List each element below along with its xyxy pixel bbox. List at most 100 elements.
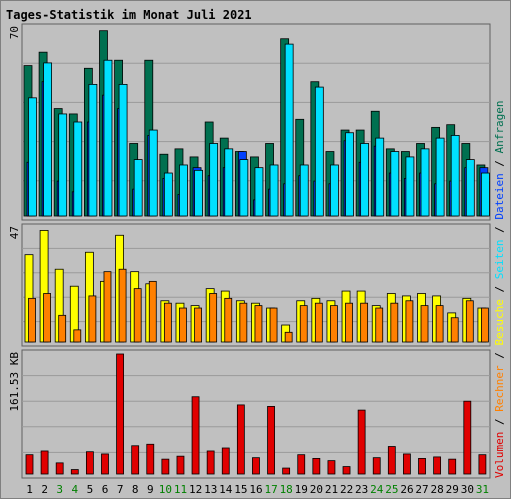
bar-seiten [28, 97, 37, 217]
bar-seiten [133, 159, 143, 217]
bar-rechner [163, 302, 172, 343]
bar-seiten [314, 86, 324, 217]
x-tick-label: 26 [400, 483, 413, 496]
bar-seiten [239, 159, 249, 217]
x-tick-label: 22 [340, 483, 353, 496]
x-tick-label: 25 [385, 483, 398, 496]
x-tick-label: 21 [325, 483, 338, 496]
x-tick-label: 12 [189, 483, 202, 496]
bar-rechner [133, 288, 142, 343]
bar-seiten [224, 148, 234, 217]
bar-volumen [101, 453, 109, 475]
bar-rechner [239, 302, 248, 343]
bar-seiten [148, 129, 158, 217]
bar-rechner [28, 297, 36, 343]
bar-volumen [448, 458, 457, 475]
x-tick-label: 18 [280, 483, 293, 496]
bar-volumen [297, 454, 306, 475]
bar-seiten [450, 135, 460, 217]
x-tick-label: 9 [147, 483, 154, 496]
bar-rechner [465, 300, 474, 343]
bar-rechner [103, 271, 112, 343]
bar-volumen [191, 396, 200, 475]
bar-rechner [314, 302, 323, 343]
bar-volumen [463, 400, 472, 475]
x-tick-label: 29 [446, 483, 459, 496]
x-tick-label: 2 [41, 483, 48, 496]
x-tick-label: 15 [234, 483, 247, 496]
bar-seiten [435, 137, 445, 217]
x-tick-label: 28 [431, 483, 444, 496]
x-tick-label: 14 [219, 483, 233, 496]
bar-seiten [73, 121, 83, 217]
bar-seiten [405, 156, 415, 217]
x-tick-label: 10 [159, 483, 172, 496]
bar-rechner [148, 280, 157, 343]
bar-seiten [58, 113, 68, 217]
bar-rechner [58, 314, 67, 343]
bar-seiten [254, 167, 264, 217]
x-tick-label: 31 [476, 483, 489, 496]
bar-volumen [55, 462, 64, 475]
bar-seiten [88, 84, 98, 217]
x-tick-label: 8 [132, 483, 139, 496]
bar-seiten [299, 164, 309, 217]
legend-entry-besuche: Besuche [493, 299, 506, 345]
x-tick-label: 1 [26, 483, 33, 496]
bar-rechner [43, 293, 51, 343]
bar-seiten [118, 84, 128, 217]
bar-volumen [478, 454, 487, 475]
legend-separator: / [493, 346, 506, 366]
bar-volumen [372, 457, 381, 475]
bar-volumen [70, 469, 79, 475]
bar-volumen [131, 445, 140, 475]
bar-rechner [254, 305, 263, 343]
bar-volumen [433, 456, 442, 475]
legend: Volumen / Rechner / Besuche / Seiten / D… [493, 100, 506, 478]
legend-separator: / [493, 279, 506, 299]
bar-volumen [221, 447, 230, 475]
bar-seiten [480, 172, 490, 217]
x-tick-label: 27 [415, 483, 428, 496]
bar-volumen [252, 457, 260, 475]
bar-seiten [360, 143, 370, 217]
bar-rechner [450, 317, 459, 343]
bar-rechner [179, 307, 187, 343]
bar-rechner [360, 302, 369, 343]
bar-rechner [224, 297, 233, 343]
bar-rechner [390, 302, 399, 343]
bar-volumen [85, 451, 94, 475]
x-tick-label: 6 [102, 483, 109, 496]
legend-entry-dateien: Dateien [493, 173, 506, 219]
bar-volumen [387, 446, 396, 475]
legend-separator: / [493, 153, 506, 173]
bar-volumen [116, 353, 124, 475]
bar-volumen [267, 405, 275, 475]
bar-volumen [312, 457, 321, 475]
bar-volumen [146, 443, 155, 475]
bar-seiten [43, 62, 52, 217]
bar-rechner [345, 302, 353, 343]
bar-volumen [176, 455, 185, 475]
bar-rechner [435, 305, 444, 343]
bar-seiten [194, 169, 203, 217]
bar-volumen [206, 450, 215, 475]
bar-rechner [405, 300, 414, 343]
bar-volumen [418, 457, 426, 475]
bar-seiten [284, 43, 294, 217]
x-tick-label: 7 [117, 483, 124, 496]
panel-visits-hosts [21, 223, 491, 347]
bar-rechner [299, 305, 308, 343]
bar-rechner [88, 295, 97, 343]
bar-volumen [282, 467, 291, 475]
bar-rechner [330, 305, 338, 343]
bar-rechner [194, 307, 202, 343]
legend-separator: / [493, 220, 506, 240]
bar-volumen [327, 460, 336, 475]
x-tick-label: 17 [264, 483, 277, 496]
bar-volumen [357, 409, 366, 475]
x-tick-label: 19 [295, 483, 308, 496]
bar-rechner [269, 307, 278, 343]
